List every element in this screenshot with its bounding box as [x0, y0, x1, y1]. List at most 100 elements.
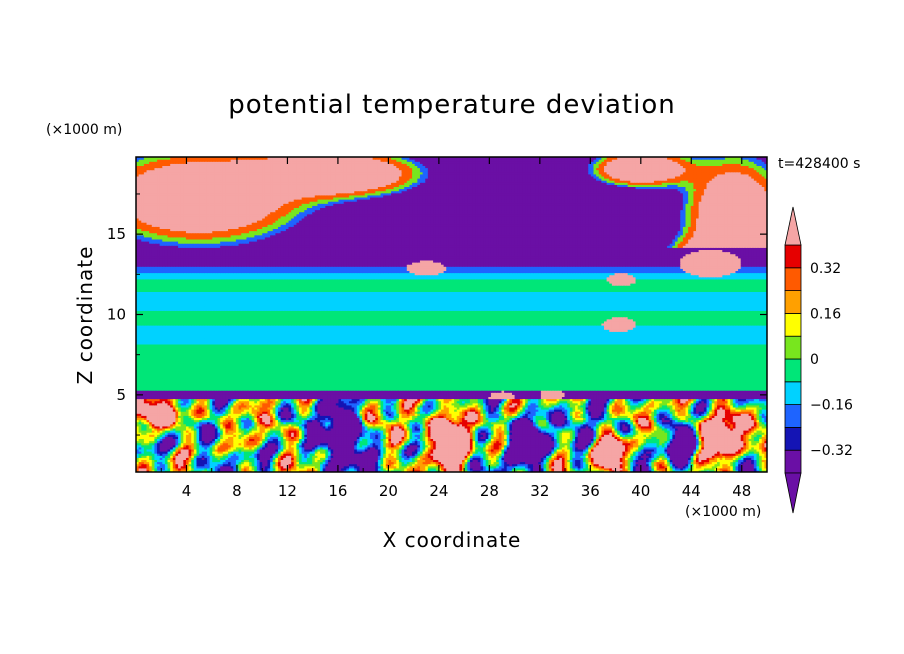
field-cell — [498, 455, 503, 458]
field-cell — [438, 455, 442, 458]
field-cell — [696, 455, 700, 458]
field-cell — [669, 461, 673, 465]
field-cell — [454, 469, 458, 472]
field-cell — [527, 455, 531, 458]
field-cell — [511, 448, 516, 452]
field-cell — [456, 463, 460, 467]
field-cell — [138, 461, 142, 465]
field-cell — [330, 453, 334, 456]
field-cell — [377, 448, 382, 452]
field-cell — [606, 451, 610, 454]
field-cell — [180, 448, 184, 452]
field-cell — [446, 453, 450, 456]
field-cell — [333, 467, 337, 471]
field-cell — [277, 448, 282, 452]
field-cell — [690, 448, 694, 452]
field-cell — [672, 469, 676, 472]
field-cell — [656, 448, 660, 452]
field-cell — [693, 461, 697, 465]
field-cell — [201, 465, 205, 469]
field-cell — [627, 463, 631, 467]
field-cell — [572, 465, 576, 469]
field-cell — [446, 448, 450, 452]
field-cell — [180, 459, 184, 463]
field-cell — [238, 461, 242, 465]
field-cell — [598, 455, 602, 458]
field-cell — [609, 469, 613, 472]
field-cell — [143, 467, 148, 471]
field-cell — [412, 448, 416, 452]
field-cell — [275, 455, 279, 458]
field-cell — [764, 461, 767, 465]
field-cell — [688, 467, 692, 471]
field-cell — [698, 455, 702, 458]
field-cell — [317, 459, 321, 463]
field-cell — [341, 457, 345, 460]
field-cell — [414, 457, 418, 460]
field-cell — [603, 448, 608, 452]
field-cell — [498, 459, 503, 463]
field-cell — [711, 463, 716, 467]
field-cell — [191, 451, 195, 454]
field-cell — [433, 467, 437, 471]
field-cell — [748, 465, 752, 469]
field-cell — [185, 459, 190, 463]
field-cell — [467, 459, 471, 463]
field-cell — [446, 459, 450, 463]
field-cell — [635, 457, 639, 460]
field-cell — [385, 453, 389, 456]
field-cell — [201, 453, 205, 456]
field-cell — [667, 457, 671, 460]
field-cell — [188, 448, 192, 452]
field-cell — [572, 469, 576, 472]
field-cell — [490, 451, 495, 454]
field-cell — [299, 451, 303, 454]
field-cell — [362, 469, 366, 472]
field-cell — [454, 465, 458, 469]
field-cell — [212, 461, 216, 465]
field-cell — [659, 448, 663, 452]
field-cell — [299, 465, 303, 469]
field-cell — [580, 457, 584, 460]
field-cell — [364, 451, 368, 454]
field-cell — [277, 457, 282, 460]
field-cell — [619, 461, 623, 465]
field-cell — [517, 457, 521, 460]
field-cell — [327, 448, 332, 452]
field-cell — [183, 461, 187, 465]
field-cell — [756, 457, 760, 460]
field-cell — [504, 461, 508, 465]
field-cell — [743, 461, 747, 465]
field-cell — [259, 465, 263, 469]
field-cell — [559, 461, 563, 465]
field-cell — [759, 455, 763, 458]
field-cell — [504, 453, 508, 456]
field-cell — [196, 459, 200, 463]
field-cell — [230, 448, 234, 452]
field-cell — [228, 463, 232, 467]
field-cell — [262, 448, 266, 452]
field-cell — [759, 469, 763, 472]
field-cell — [582, 457, 587, 460]
field-cell — [425, 453, 429, 456]
field-cell — [264, 461, 269, 465]
field-cell — [149, 453, 153, 456]
field-cell — [714, 459, 718, 463]
field-cell — [419, 467, 424, 471]
field-cell — [409, 459, 413, 463]
field-cell — [185, 451, 190, 454]
field-cell — [241, 457, 245, 460]
field-cell — [151, 465, 156, 469]
field-cell — [443, 457, 447, 460]
field-cell — [162, 467, 166, 471]
field-cell — [136, 455, 140, 458]
field-cell — [543, 459, 547, 463]
field-cell — [377, 457, 382, 460]
field-cell — [372, 463, 376, 467]
field-cell — [462, 463, 466, 467]
field-cell — [175, 457, 179, 460]
field-cell — [146, 461, 150, 465]
field-cell — [690, 453, 694, 456]
field-cell — [732, 455, 737, 458]
field-cell — [511, 465, 516, 469]
